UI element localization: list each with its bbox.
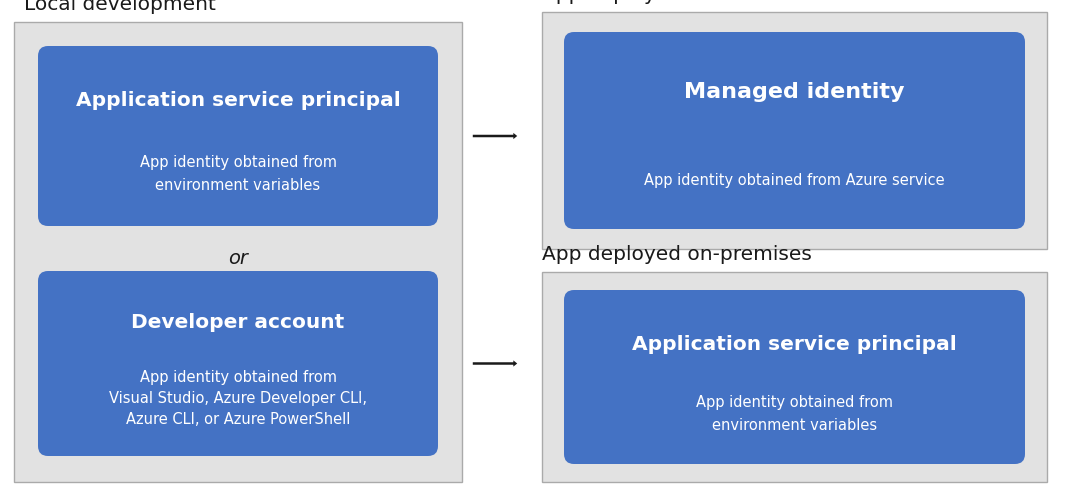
Text: App identity obtained from
environment variables: App identity obtained from environment v…	[697, 395, 892, 433]
Bar	[542, 272, 1047, 482]
Text: App deployed on-premises: App deployed on-premises	[542, 245, 812, 264]
Text: Developer account: Developer account	[131, 314, 345, 332]
Bar	[14, 22, 462, 482]
FancyBboxPatch shape	[38, 271, 438, 456]
Text: or: or	[228, 248, 248, 267]
Text: Managed identity: Managed identity	[684, 82, 905, 102]
Text: App identity obtained from
Visual Studio, Azure Developer CLI,
Azure CLI, or Azu: App identity obtained from Visual Studio…	[109, 370, 367, 426]
FancyBboxPatch shape	[564, 290, 1025, 464]
Text: Local development: Local development	[24, 0, 216, 14]
FancyBboxPatch shape	[38, 46, 438, 226]
Text: App identity obtained from
environment variables: App identity obtained from environment v…	[140, 156, 337, 193]
Text: Application service principal: Application service principal	[633, 335, 956, 355]
Text: Application service principal: Application service principal	[76, 91, 400, 111]
Bar	[542, 12, 1047, 249]
FancyBboxPatch shape	[564, 32, 1025, 229]
Text: App deployed to Azure: App deployed to Azure	[542, 0, 772, 4]
Text: App identity obtained from Azure service: App identity obtained from Azure service	[644, 173, 945, 189]
